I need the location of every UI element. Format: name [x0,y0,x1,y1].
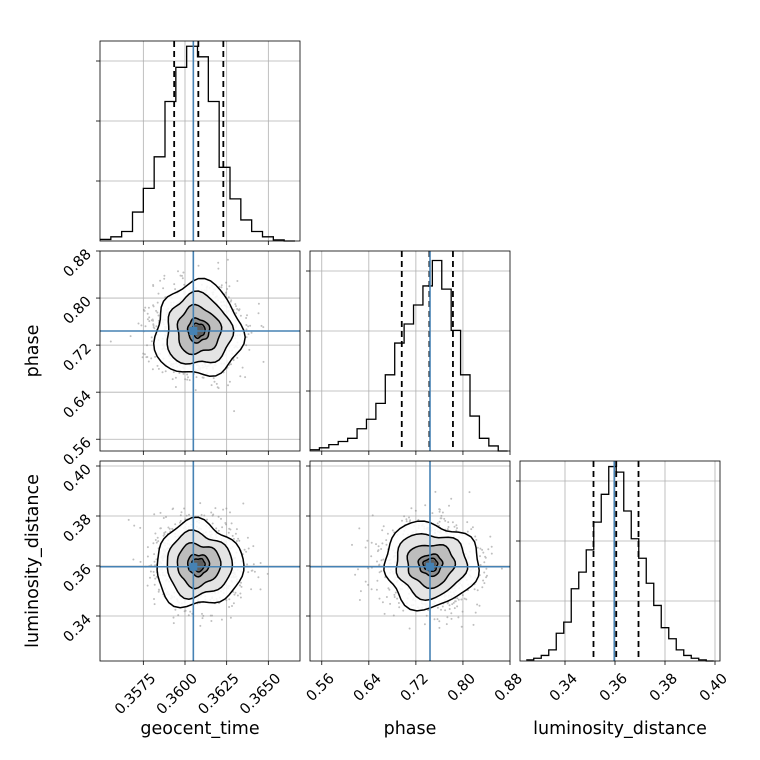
truth-marker [189,327,198,335]
truth-marker [189,562,198,571]
contour-line [186,553,211,578]
panel-frame [309,460,511,662]
contour-line [422,557,439,573]
scatter-panel-geocent_time-phase: 0.560.640.720.800.88 [61,247,301,469]
hist-panel-phase [306,250,511,455]
histogram-step [310,259,508,452]
hist-panel-geocent_time [96,40,301,245]
contour-line [383,520,480,612]
contour-line [417,553,444,578]
xlabel-geocent-time: geocent_time [140,719,259,739]
contour-line [395,533,469,602]
panel-content [100,461,300,661]
panel-frame [309,250,511,452]
panel-frame [99,460,301,662]
panel-frame [519,460,721,662]
ylabel-luminosity-distance: luminosity_distance [23,474,43,648]
xlabel-phase: phase [384,719,437,739]
ylabel-phase: phase [23,325,43,378]
panel-content [100,251,300,451]
contour-line [406,543,457,590]
truth-marker [426,562,434,571]
panel-frame [99,250,301,452]
contour-line [166,529,234,600]
contour-line [176,541,222,590]
xlabel-luminosity-distance: luminosity_distance [533,719,707,739]
panel-frame [99,40,301,242]
panel-content [310,461,510,661]
histogram-step [526,465,714,662]
contour-line [156,516,245,609]
